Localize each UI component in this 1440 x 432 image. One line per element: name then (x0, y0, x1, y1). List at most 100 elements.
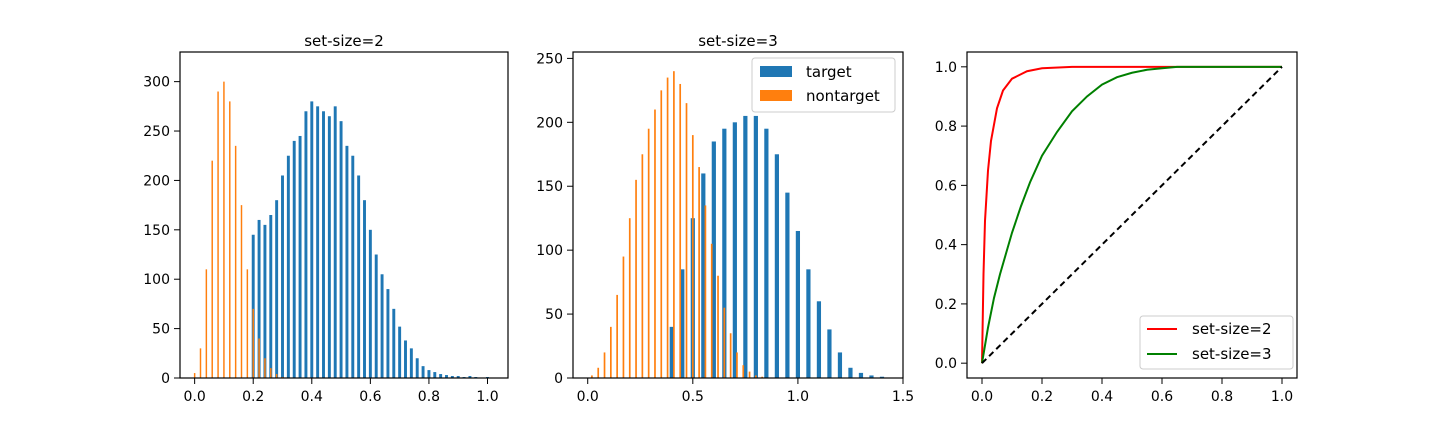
legend-swatch-nontarget (760, 90, 792, 101)
histogram-set-size-3-panel: set-size=3 0.0 0.5 1.0 1.5 0 50 100 150 200 250 t… (536, 32, 914, 405)
axes-frame (179, 51, 509, 379)
bar-nontarget (211, 160, 213, 378)
bar-target (269, 215, 273, 378)
y-tick-label: 200 (536, 115, 563, 131)
bar-target (333, 106, 337, 378)
bar-target (764, 128, 769, 378)
x-tick-label: 0.0 (577, 389, 599, 405)
x-tick-label: 0.0 (184, 389, 206, 405)
y-tick-label: 0.6 (935, 178, 957, 194)
bar-nontarget (205, 269, 208, 378)
bar-target (795, 230, 801, 378)
legend-label-set-size-2: set-size=2 (1192, 320, 1272, 338)
axes-frame (572, 51, 904, 379)
bar-nontarget (591, 375, 593, 378)
bar-target (339, 121, 343, 378)
bar-target (445, 375, 448, 378)
x-tick-label: 0.6 (359, 389, 381, 405)
bar-nontarget (217, 91, 219, 379)
bar-nontarget (628, 218, 631, 378)
bar-target (251, 234, 255, 378)
bar-target (380, 274, 384, 378)
bar-nontarget (647, 128, 650, 378)
bar-target (433, 372, 437, 378)
bar-nontarget (229, 101, 231, 379)
bar-nontarget (603, 352, 606, 378)
y-tick-label: 0.8 (935, 119, 957, 135)
bar-nontarget (246, 269, 249, 378)
bar-nontarget (698, 167, 700, 378)
x-tick-label: 0.2 (242, 389, 264, 405)
line-chance (981, 66, 1283, 364)
bar-target (275, 200, 279, 378)
bar-target (310, 101, 314, 379)
bar-target (456, 376, 460, 378)
y-tick-label: 100 (143, 272, 170, 288)
y-tick-label: 0.4 (935, 238, 957, 254)
bar-nontarget (654, 109, 656, 378)
bar-target (439, 374, 443, 378)
bar-target (386, 289, 390, 378)
bar-nontarget (691, 135, 694, 378)
bar-nontarget (641, 154, 644, 378)
y-tick-label: 1.0 (935, 60, 957, 76)
bar-nontarget (685, 103, 688, 378)
x-tick-label: 0.8 (418, 389, 440, 405)
bar-target (879, 376, 885, 378)
legend: target nontarget (751, 57, 896, 113)
bar-nontarget (666, 77, 669, 378)
bar-target (450, 376, 454, 378)
bar-target (785, 192, 790, 378)
bar-target (322, 111, 325, 378)
bar-target (816, 301, 822, 378)
bar-nontarget (710, 243, 713, 378)
bar-target (357, 175, 361, 378)
legend-swatch-target (760, 66, 792, 77)
bar-target (404, 340, 407, 378)
bar-target (345, 145, 349, 378)
bar-target (753, 115, 758, 378)
bar-nontarget (742, 365, 745, 378)
legend-box (1139, 315, 1294, 370)
bar-target (316, 106, 320, 378)
bar-target (806, 269, 811, 378)
bar-nontarget (252, 308, 254, 378)
bar-nontarget (736, 352, 738, 378)
x-tick-label: 1.0 (1271, 389, 1293, 405)
bar-nontarget (635, 179, 637, 378)
bar-target (327, 116, 331, 378)
line-roc_set3 (981, 65, 1282, 364)
bar-target (669, 326, 674, 378)
bars-group (193, 81, 489, 379)
y-tick-label: 0 (161, 371, 170, 387)
x-tick-label: 0.0 (971, 389, 993, 405)
bar-target (257, 219, 261, 378)
bar-nontarget (748, 371, 751, 378)
bar-target (374, 254, 378, 378)
y-tick-label: 250 (536, 51, 563, 67)
y-tick-label: 300 (143, 75, 170, 91)
ticks-group: 0.0 0.5 1.0 1.5 0 50 100 150 200 250 (536, 51, 914, 405)
y-tick-label: 150 (143, 223, 170, 239)
bar-nontarget (275, 374, 278, 378)
bar-nontarget (609, 326, 612, 378)
axes-frame (966, 51, 1298, 379)
y-tick-label: 0.2 (935, 297, 957, 313)
y-tick-label: 0 (554, 371, 563, 387)
y-tick-label: 50 (152, 322, 170, 338)
bar-target (701, 173, 706, 378)
bar-target (363, 200, 366, 378)
bar-target (298, 135, 302, 378)
bar-target (415, 358, 419, 378)
bar-target (292, 140, 296, 378)
bar-nontarget (704, 205, 707, 378)
bar-target (732, 122, 737, 379)
bar-nontarget (717, 275, 719, 378)
ticks-group: 0.0 0.2 0.4 0.6 0.8 1.0 0 50 100 150 200 250 300 (143, 75, 498, 405)
bar-target (837, 352, 843, 378)
bar-target (263, 224, 267, 378)
x-tick-label: 0.6 (1151, 389, 1173, 405)
y-tick-label: 0.0 (935, 356, 957, 372)
bar-target (711, 141, 716, 378)
x-tick-label: 0.8 (1211, 389, 1233, 405)
